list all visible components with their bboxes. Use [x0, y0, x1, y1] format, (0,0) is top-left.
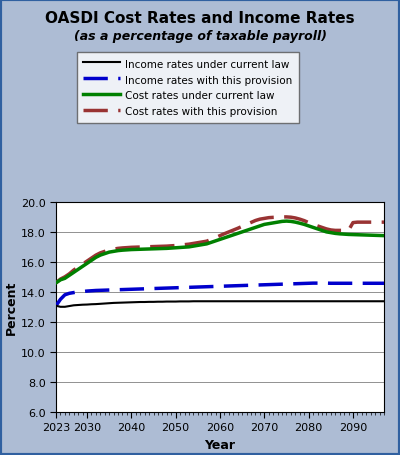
X-axis label: Year: Year	[204, 438, 236, 450]
Legend: Income rates under current law, Income rates with this provision, Cost rates und: Income rates under current law, Income r…	[77, 53, 299, 123]
Text: OASDI Cost Rates and Income Rates: OASDI Cost Rates and Income Rates	[45, 11, 355, 26]
Text: (as a percentage of taxable payroll): (as a percentage of taxable payroll)	[74, 30, 326, 43]
Y-axis label: Percent: Percent	[5, 280, 18, 334]
